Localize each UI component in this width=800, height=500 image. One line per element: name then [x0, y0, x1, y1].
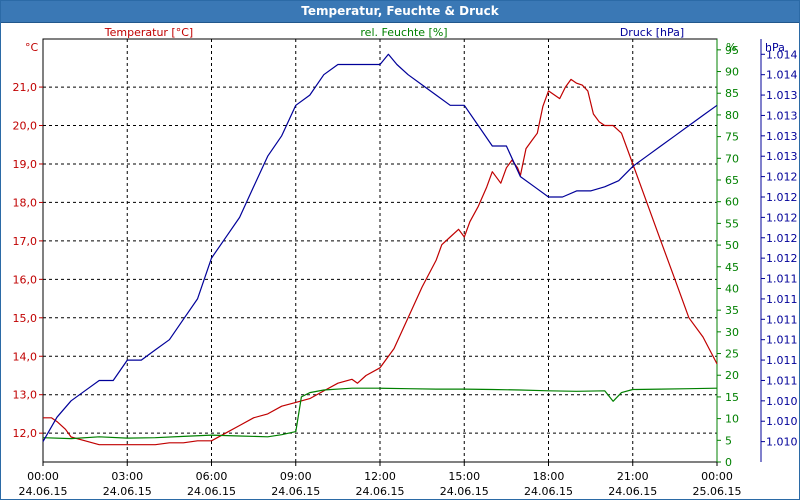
x-tick-date: 24.06.15 — [103, 485, 152, 498]
humidity-tick-label: 75 — [725, 131, 739, 144]
humidity-tick-label: 0 — [725, 456, 732, 469]
x-tick-date: 24.06.15 — [440, 485, 489, 498]
temp-tick-label: 13,0 — [13, 389, 38, 402]
pressure-tick-label: 1.012 — [766, 191, 798, 204]
humidity-tick-label: 65 — [725, 174, 739, 187]
pressure-tick-label: 1.011 — [766, 313, 798, 326]
pressure-tick-label: 1.010 — [766, 415, 798, 428]
pressure-tick-label: 1.010 — [766, 395, 798, 408]
temp-tick-label: 18,0 — [13, 196, 38, 209]
pressure-axis-label: Druck [hPa] — [620, 26, 684, 39]
humidity-tick-label: 10 — [725, 413, 739, 426]
humidity-tick-label: 5 — [725, 434, 732, 447]
humidity-tick-label: 90 — [725, 66, 739, 79]
pressure-tick-label: 1.011 — [766, 293, 798, 306]
x-tick-date: 25.06.15 — [693, 485, 742, 498]
temp-tick-label: 17,0 — [13, 235, 38, 248]
title-bar: Temperatur, Feuchte & Druck — [1, 1, 799, 23]
x-tick-time: 12:00 — [364, 470, 396, 483]
humidity-tick-label: 25 — [725, 348, 739, 361]
pressure-tick-label: 1.010 — [766, 436, 798, 449]
humidity-tick-label: 40 — [725, 282, 739, 295]
pressure-line — [42, 53, 718, 442]
temp-tick-label: 20,0 — [13, 120, 38, 133]
x-tick-time: 00:00 — [701, 470, 733, 483]
x-tick-time: 21:00 — [617, 470, 649, 483]
temp-tick-label: 19,0 — [13, 158, 38, 171]
temp-tick-label: 16,0 — [13, 273, 38, 286]
humidity-line — [42, 387, 718, 440]
x-tick-time: 00:00 — [27, 470, 59, 483]
x-tick-time: 15:00 — [448, 470, 480, 483]
pressure-tick-label: 1.013 — [766, 130, 798, 143]
pressure-tick-label: 1.014 — [766, 48, 798, 61]
pressure-tick-label: 1.013 — [766, 109, 798, 122]
x-tick-time: 09:00 — [280, 470, 312, 483]
x-tick-date: 24.06.15 — [608, 485, 657, 498]
temp-axis-label: Temperatur [°C] — [104, 26, 193, 39]
humidity-tick-label: 95 — [725, 44, 739, 57]
temp-tick-label: 15,0 — [13, 312, 38, 325]
humidity-tick-label: 50 — [725, 239, 739, 252]
x-tick-time: 03:00 — [111, 470, 143, 483]
temp-tick-label: 21,0 — [13, 81, 38, 94]
pressure-tick-label: 1.013 — [766, 150, 798, 163]
pressure-tick-label: 1.012 — [766, 211, 798, 224]
pressure-tick-label: 1.012 — [766, 232, 798, 245]
x-tick-date: 24.06.15 — [271, 485, 320, 498]
x-tick-time: 06:00 — [196, 470, 228, 483]
temp-unit: °C — [25, 41, 39, 54]
pressure-tick-label: 1.012 — [766, 252, 798, 265]
x-tick-date: 24.06.15 — [524, 485, 573, 498]
humidity-tick-label: 35 — [725, 304, 739, 317]
pressure-tick-label: 1.013 — [766, 89, 798, 102]
humidity-tick-label: 30 — [725, 326, 739, 339]
x-tick-date: 24.06.15 — [356, 485, 405, 498]
temp-tick-label: 14,0 — [13, 350, 38, 363]
humidity-tick-label: 70 — [725, 152, 739, 165]
pressure-unit: hPa — [765, 41, 785, 54]
humidity-axis-label: rel. Feuchte [%] — [360, 26, 447, 39]
pressure-tick-label: 1.011 — [766, 273, 798, 286]
humidity-tick-label: 20 — [725, 369, 739, 382]
temp-tick-label: 12,0 — [13, 427, 38, 440]
x-tick-date: 24.06.15 — [187, 485, 236, 498]
humidity-tick-label: 80 — [725, 109, 739, 122]
pressure-tick-label: 1.011 — [766, 354, 798, 367]
x-tick-time: 18:00 — [533, 470, 565, 483]
humidity-unit: % — [726, 41, 736, 54]
chart-title: Temperatur, Feuchte & Druck — [301, 4, 499, 18]
humidity-tick-label: 45 — [725, 261, 739, 274]
humidity-tick-label: 15 — [725, 391, 739, 404]
x-tick-date: 24.06.15 — [19, 485, 68, 498]
pressure-tick-label: 1.011 — [766, 334, 798, 347]
temperature-line — [43, 78, 718, 446]
humidity-tick-label: 85 — [725, 87, 739, 100]
humidity-tick-label: 55 — [725, 217, 739, 230]
pressure-tick-label: 1.014 — [766, 69, 798, 82]
pressure-tick-label: 1.012 — [766, 171, 798, 184]
humidity-tick-label: 60 — [725, 196, 739, 209]
pressure-tick-label: 1.011 — [766, 374, 798, 387]
